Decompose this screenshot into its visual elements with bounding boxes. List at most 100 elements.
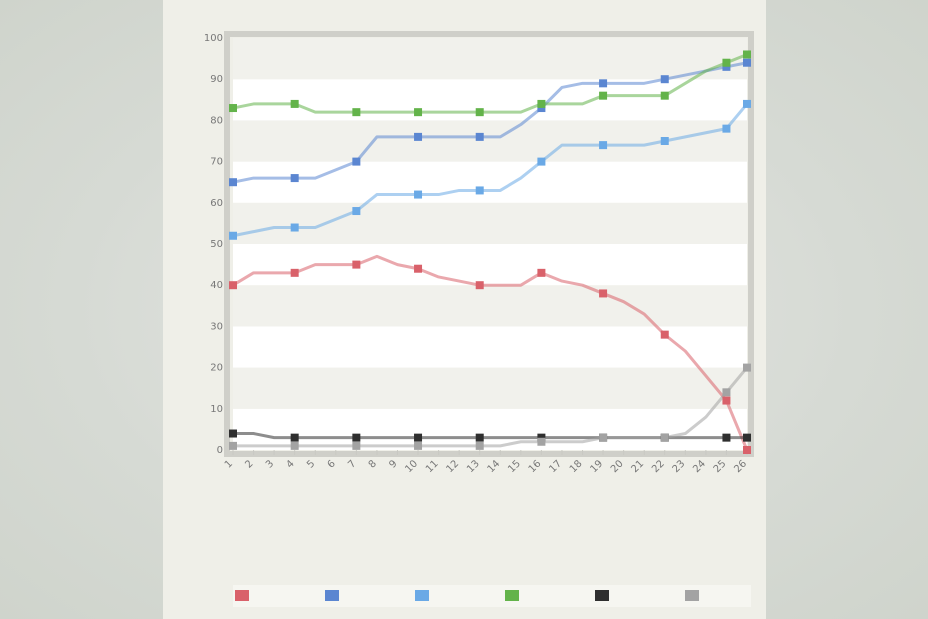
data-point <box>352 260 361 269</box>
data-point <box>743 99 751 108</box>
data-point <box>352 433 361 442</box>
chart-card: 0 10 20 30 40 50 60 70 80 90 100 1 2 3 4 5 6 7 8 9 10 11 12 13… <box>163 0 766 619</box>
data-point <box>599 289 608 298</box>
x-tick-label: 25 <box>712 458 729 475</box>
data-point <box>660 330 669 339</box>
data-point <box>537 268 546 277</box>
data-point <box>229 429 237 438</box>
data-point <box>722 62 731 71</box>
data-point <box>537 99 546 108</box>
data-point <box>537 437 546 446</box>
y-tick-label: 70 <box>210 157 223 168</box>
x-tick-label: 23 <box>671 458 688 475</box>
data-point <box>475 441 484 450</box>
x-tick-label: 10 <box>403 458 420 475</box>
data-point <box>352 108 361 117</box>
x-tick-label: 3 <box>264 458 276 470</box>
grid-band <box>233 285 747 327</box>
grid-band <box>233 408 747 450</box>
x-tick-label: 14 <box>486 458 503 475</box>
x-tick-label: 5 <box>305 458 317 470</box>
legend-swatch-1 <box>235 590 249 601</box>
data-point <box>229 441 237 450</box>
x-tick-label: 19 <box>588 458 605 475</box>
data-point <box>414 433 423 442</box>
x-tick-label: 16 <box>527 458 544 475</box>
grid-band <box>233 161 747 203</box>
data-point <box>599 433 608 442</box>
y-tick-label: 0 <box>217 445 223 456</box>
grid-band <box>233 38 747 80</box>
grid-band <box>233 244 747 286</box>
x-tick-label: 24 <box>691 458 708 475</box>
x-tick-label: 8 <box>367 458 379 470</box>
data-point <box>290 441 299 450</box>
data-point <box>352 441 361 450</box>
data-point <box>722 433 731 442</box>
plot-frame <box>224 31 754 457</box>
x-tick-label: 26 <box>732 458 749 475</box>
y-tick-label: 50 <box>210 239 223 250</box>
y-tick-label: 40 <box>210 280 223 291</box>
x-tick-label: 13 <box>465 458 482 475</box>
data-point <box>722 124 731 133</box>
legend-swatch-3 <box>415 590 429 601</box>
x-tick-label: 2 <box>243 458 255 470</box>
data-point <box>743 58 751 67</box>
y-axis: 0 10 20 30 40 50 60 70 80 90 100 <box>204 33 223 456</box>
data-point <box>537 157 546 166</box>
data-point <box>743 363 751 372</box>
data-point <box>475 108 484 117</box>
y-tick-label: 60 <box>210 198 223 209</box>
grid-band <box>233 326 747 368</box>
grid-band <box>233 79 747 121</box>
data-point <box>414 264 423 273</box>
data-point <box>475 281 484 290</box>
grid-band <box>233 202 747 244</box>
data-point <box>290 174 299 183</box>
x-tick-label: 20 <box>609 458 626 475</box>
x-tick-label: 17 <box>547 458 564 475</box>
legend-swatch-2 <box>325 590 339 601</box>
data-point <box>229 178 237 187</box>
y-tick-label: 20 <box>210 363 223 374</box>
data-point <box>599 91 608 100</box>
data-point <box>290 433 299 442</box>
data-point <box>475 132 484 141</box>
data-point <box>229 104 237 113</box>
x-tick-label: 15 <box>506 458 523 475</box>
data-point <box>352 157 361 166</box>
data-point <box>414 108 423 117</box>
x-tick-label: 12 <box>444 458 461 475</box>
data-point <box>414 190 423 199</box>
x-tick-label: 11 <box>424 458 441 475</box>
y-tick-label: 80 <box>210 115 223 126</box>
x-tick-label: 1 <box>223 458 235 470</box>
data-point <box>414 132 423 141</box>
data-point <box>743 433 751 442</box>
series-markers <box>229 50 751 454</box>
data-point <box>537 104 546 113</box>
data-point <box>660 137 669 145</box>
data-point <box>352 207 361 216</box>
x-tick-label: 4 <box>285 458 297 470</box>
data-point <box>290 99 299 108</box>
y-tick-label: 90 <box>210 74 223 85</box>
x-tick-label: 6 <box>326 458 338 470</box>
legend <box>233 585 751 607</box>
data-point <box>599 79 608 88</box>
legend-swatch-5 <box>595 590 609 601</box>
data-point <box>743 50 751 59</box>
data-point <box>660 91 669 100</box>
data-point <box>599 141 608 150</box>
data-point <box>722 58 731 67</box>
legend-box <box>233 585 751 607</box>
x-tick-label: 22 <box>650 458 667 475</box>
data-point <box>537 433 546 442</box>
y-tick-label: 30 <box>210 321 223 332</box>
data-point <box>660 433 669 442</box>
data-point <box>229 231 237 240</box>
data-point <box>475 186 484 195</box>
data-point <box>229 281 237 290</box>
legend-swatch-6 <box>685 590 699 601</box>
